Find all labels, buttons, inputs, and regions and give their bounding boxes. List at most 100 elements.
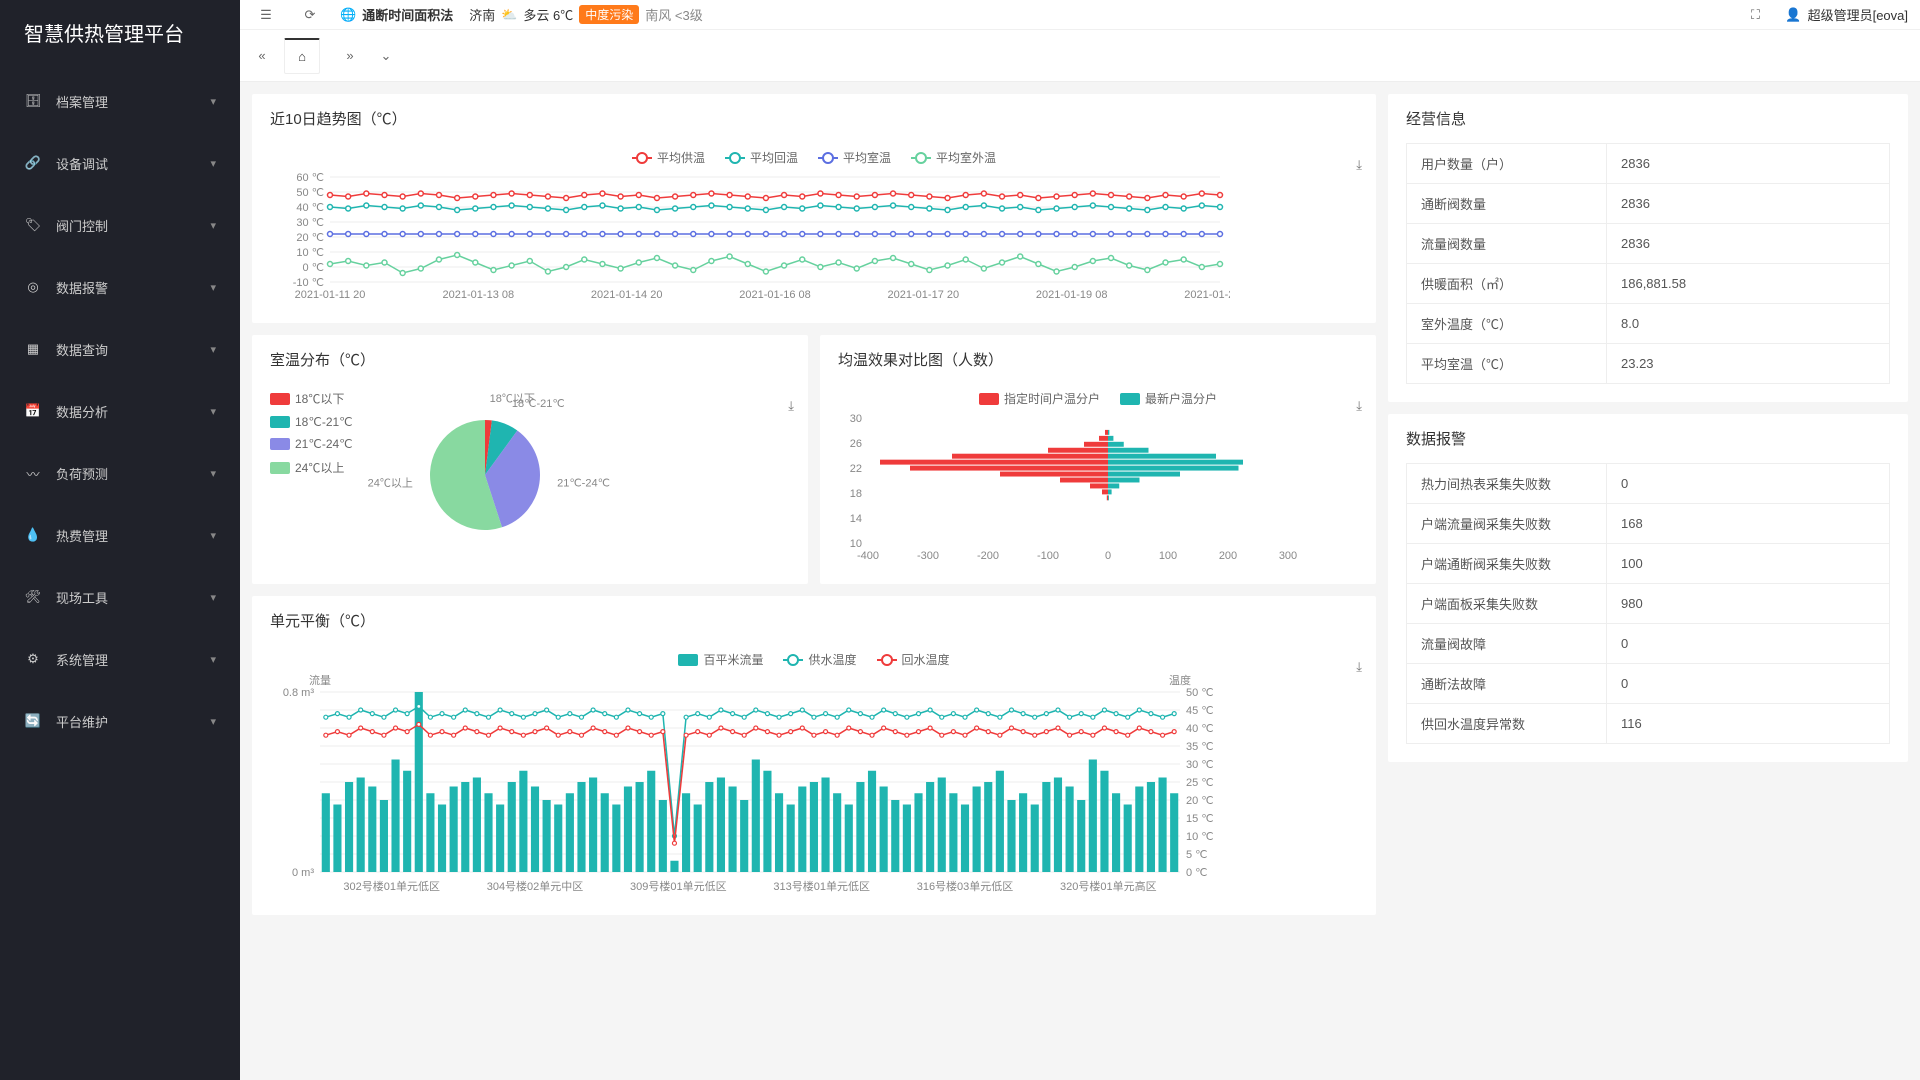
legend-item[interactable]: 供水温度 <box>783 651 856 668</box>
info-value: 0 <box>1607 624 1890 664</box>
chevron-down-icon: ▾ <box>210 405 216 418</box>
sidebar-item-0[interactable]: 🗄档案管理▾ <box>0 70 240 132</box>
svg-text:2021-01-19 08: 2021-01-19 08 <box>1036 289 1108 301</box>
legend-item[interactable]: 24℃以上 <box>270 459 353 476</box>
svg-text:200: 200 <box>1219 550 1237 562</box>
legend-item[interactable]: 18℃以下 <box>270 390 353 407</box>
tabs-prev-button[interactable]: « <box>248 42 276 70</box>
legend-item[interactable]: 21℃-24℃ <box>270 437 353 451</box>
info-value: 8.0 <box>1607 304 1890 344</box>
tool-icon: 🛠 <box>24 588 42 606</box>
info-key: 通断阀数量 <box>1407 184 1607 224</box>
legend-item[interactable]: 18℃-21℃ <box>270 415 353 429</box>
link-icon: 🔗 <box>24 154 42 172</box>
download-icon[interactable]: ⤓ <box>1356 157 1362 173</box>
grid-icon: ▦ <box>24 340 42 358</box>
pie-card: 室温分布（℃） ⤓ 18℃以下18℃-21℃21℃-24℃24℃以上 18℃以下… <box>252 335 808 584</box>
sidebar-item-8[interactable]: 🛠 现场工具 ▾ <box>0 566 240 628</box>
svg-text:40 ℃: 40 ℃ <box>1186 723 1214 735</box>
collapse-sidebar-button[interactable]: ☰ <box>252 1 280 29</box>
sidebar-item-9[interactable]: ⚙系统管理▾ <box>0 628 240 690</box>
svg-text:-200: -200 <box>977 550 999 562</box>
svg-text:316号楼03单元低区: 316号楼03单元低区 <box>917 879 1014 893</box>
legend-item[interactable]: 指定时间户温分户 <box>979 390 1100 407</box>
legend-item[interactable]: 平均室外温 <box>911 149 996 166</box>
info-value: 116 <box>1607 704 1890 744</box>
sidebar-item-1[interactable]: 🔗设备调试▾ <box>0 132 240 194</box>
user-label[interactable]: 超级管理员[eova] <box>1808 5 1908 24</box>
svg-text:300: 300 <box>1279 550 1297 562</box>
unit-title: 单元平衡（℃） <box>252 596 1376 645</box>
chevron-down-icon: ▾ <box>210 591 216 604</box>
legend-item[interactable]: 回水温度 <box>877 651 950 668</box>
legend-item[interactable]: 平均回温 <box>725 149 798 166</box>
legend-item[interactable]: 最新户温分户 <box>1120 390 1217 407</box>
sidebar-item-label: 平台维护 <box>56 712 108 731</box>
table-row: 通断阀数量2836 <box>1407 184 1890 224</box>
info-key: 供暖面积（㎡） <box>1407 264 1607 304</box>
download-icon[interactable]: ⤓ <box>788 398 794 414</box>
legend-item[interactable]: 平均供温 <box>632 149 705 166</box>
sidebar-item-10[interactable]: 🔄 平台维护 ▾ <box>0 690 240 752</box>
info-key: 流量阀故障 <box>1407 624 1607 664</box>
table-row: 通断法故障0 <box>1407 664 1890 704</box>
svg-text:22: 22 <box>850 463 862 475</box>
refresh-button[interactable]: ⟳ <box>296 1 324 29</box>
info-value: 2836 <box>1607 144 1890 184</box>
pyramid-card: 均温效果对比图（人数） ⤓ 指定时间户温分户最新户温分户 -400-300-20… <box>820 335 1376 584</box>
sidebar-item-2[interactable]: 🏷阀门控制▾ <box>0 194 240 256</box>
pyramid-chart: -400-300-200-1000100200300101418222630 <box>838 413 1298 563</box>
tabs-menu-button[interactable]: ⌄ <box>372 42 400 70</box>
sidebar-item-3[interactable]: ◎数据报警▾ <box>0 256 240 318</box>
svg-text:20 ℃: 20 ℃ <box>1186 795 1214 807</box>
tag-icon: 🏷 <box>24 216 42 234</box>
svg-text:30 ℃: 30 ℃ <box>296 217 324 229</box>
chevron-down-icon: ▾ <box>210 343 216 356</box>
refresh-icon: 🔄 <box>24 712 42 730</box>
svg-text:14: 14 <box>850 513 862 525</box>
pollution-badge: 中度污染 <box>579 5 639 24</box>
download-icon[interactable]: ⤓ <box>1356 398 1362 414</box>
info-value: 0 <box>1607 464 1890 504</box>
svg-text:0 ℃: 0 ℃ <box>302 262 324 274</box>
tab-home[interactable]: ⌂ <box>284 38 320 74</box>
sidebar-item-4[interactable]: ▦数据查询▾ <box>0 318 240 380</box>
unit-chart: 流量温度0 ℃5 ℃10 ℃15 ℃20 ℃25 ℃30 ℃35 ℃40 ℃45… <box>270 674 1230 894</box>
svg-text:50 ℃: 50 ℃ <box>296 187 324 199</box>
svg-text:15 ℃: 15 ℃ <box>1186 813 1214 825</box>
info-value: 980 <box>1607 584 1890 624</box>
svg-text:26: 26 <box>850 438 862 450</box>
svg-text:320号楼01单元高区: 320号楼01单元高区 <box>1060 879 1157 893</box>
download-icon[interactable]: ⤓ <box>1356 659 1362 675</box>
calendar-icon: 📅 <box>24 402 42 420</box>
globe-icon: 🌐 <box>340 7 356 23</box>
svg-text:40 ℃: 40 ℃ <box>296 202 324 214</box>
info-value: 0 <box>1607 664 1890 704</box>
info-value: 168 <box>1607 504 1890 544</box>
svg-text:304号楼02单元中区: 304号楼02单元中区 <box>487 879 584 893</box>
pie-title: 室温分布（℃） <box>252 335 808 384</box>
table-row: 室外温度（℃）8.0 <box>1407 304 1890 344</box>
svg-text:温度: 温度 <box>1169 674 1191 687</box>
legend-item[interactable]: 平均室温 <box>818 149 891 166</box>
info-key: 平均室温（℃） <box>1407 344 1607 384</box>
svg-text:2021-01-20 20: 2021-01-20 20 <box>1184 289 1230 301</box>
chevron-down-icon: ▾ <box>210 715 216 728</box>
info-value: 186,881.58 <box>1607 264 1890 304</box>
fullscreen-button[interactable]: ⛶ <box>1741 1 1769 29</box>
trend-title: 近10日趋势图（℃） <box>252 94 1376 143</box>
sidebar-item-5[interactable]: 📅数据分析▾ <box>0 380 240 442</box>
user-icon: 👤 <box>1785 7 1801 23</box>
tabbar: « ⌂ » ⌄ <box>240 30 1920 82</box>
sidebar-item-7[interactable]: 💧热费管理▾ <box>0 504 240 566</box>
legend-item[interactable]: 百平米流量 <box>678 651 763 668</box>
table-row: 热力间热表采集失败数0 <box>1407 464 1890 504</box>
biz-info-table: 用户数量（户）2836通断阀数量2836流量阀数量2836供暖面积（㎡）186,… <box>1406 143 1890 384</box>
chevron-down-icon: ▾ <box>210 653 216 666</box>
sidebar-item-label: 设备调试 <box>56 154 108 173</box>
tabs-next-button[interactable]: » <box>336 42 364 70</box>
sidebar-item-label: 现场工具 <box>56 588 108 607</box>
droplet-icon: 💧 <box>24 526 42 544</box>
svg-text:5 ℃: 5 ℃ <box>1186 849 1208 861</box>
sidebar-item-6[interactable]: 〰负荷预测▾ <box>0 442 240 504</box>
